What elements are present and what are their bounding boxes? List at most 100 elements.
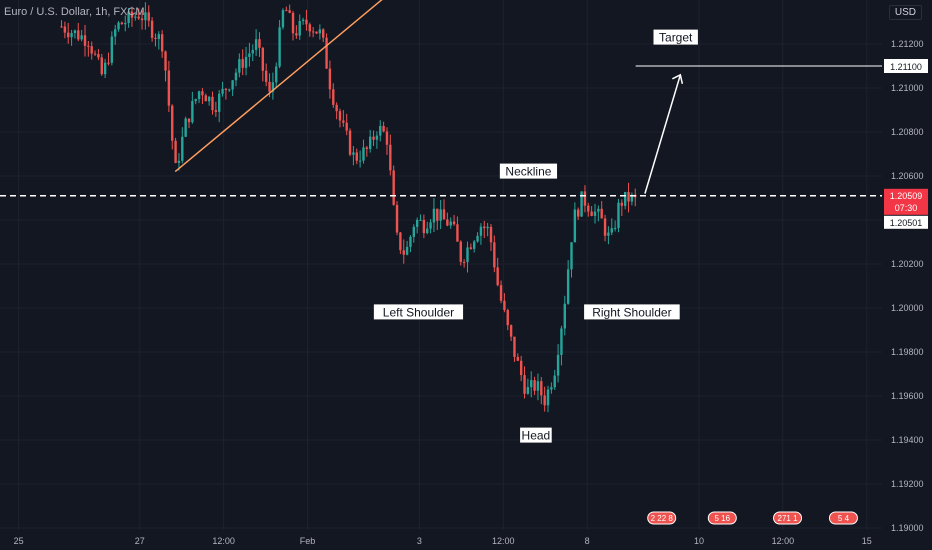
candle-body	[570, 242, 573, 270]
right-shoulder-label: Right Shoulder	[592, 305, 671, 319]
event-badge[interactable]: 5 16	[715, 514, 731, 523]
candle-body	[412, 226, 416, 237]
candle-body	[617, 202, 620, 228]
candle-body	[533, 380, 536, 391]
candle-body	[264, 70, 268, 82]
candle-body	[392, 170, 395, 205]
candle-body	[167, 70, 171, 106]
trend-line[interactable]	[174, 0, 387, 173]
candle-body	[409, 236, 412, 247]
candle-body	[218, 93, 221, 112]
neckline-label: Neckline	[505, 165, 551, 179]
candle-body	[110, 36, 114, 63]
candle-body	[103, 62, 107, 75]
candle-body	[315, 31, 318, 34]
candle-body	[546, 389, 550, 406]
price-tick-label: 1.20800	[891, 127, 924, 137]
chart-drawings[interactable]: Target Neckline Left Shoulder Right Shoulde…	[0, 0, 882, 443]
candle-body	[550, 387, 553, 390]
candle-body	[275, 66, 278, 83]
symbol-title[interactable]: Euro / U.S. Dollar, 1h, FXCM	[4, 6, 145, 18]
candle-body	[382, 125, 385, 132]
candle-body	[513, 336, 516, 357]
target-price-badge-bg	[884, 59, 928, 73]
candle-body	[248, 53, 251, 57]
right-shoulder-label-bg	[584, 304, 680, 320]
candle-body	[436, 208, 439, 221]
candle-body	[298, 20, 301, 36]
candle-body	[184, 118, 187, 137]
candle-body	[70, 33, 73, 38]
candle-body	[560, 328, 563, 355]
candle-body	[422, 219, 426, 234]
candle-body	[493, 242, 496, 268]
price-tick-label: 1.21200	[891, 39, 924, 49]
candle-body	[476, 235, 479, 242]
price-tick-label: 1.19200	[891, 479, 924, 489]
candle-body	[181, 136, 184, 161]
candle-body	[496, 267, 499, 286]
candle-body	[452, 221, 456, 225]
candle-body	[600, 208, 603, 219]
candle-body	[67, 32, 70, 38]
time-axis[interactable]: 25 27 12:00 Feb 3 12:00 8 10 12:00 15	[14, 536, 872, 546]
event-badges[interactable]: 2 22 8 5 16 271 1 5 4	[647, 511, 858, 525]
candle-body	[469, 247, 473, 249]
currency-label[interactable]: USD	[888, 5, 922, 20]
neckline-label-bg	[499, 163, 558, 179]
candle-body	[77, 30, 80, 40]
candle-body	[385, 131, 389, 145]
candle-body	[352, 152, 355, 155]
chart-grid	[0, 0, 882, 530]
candle-body	[258, 39, 261, 48]
candle-body	[221, 88, 224, 94]
candle-body	[224, 88, 228, 90]
target-arrow[interactable]	[644, 74, 682, 194]
candle-body	[355, 152, 358, 161]
target-label: Target	[659, 31, 693, 45]
candle-body	[308, 24, 311, 32]
candle-body	[395, 204, 399, 233]
candle-body	[117, 22, 120, 30]
candle-body	[446, 219, 449, 226]
candle-body	[439, 209, 442, 221]
candle-body	[254, 39, 258, 50]
candle-body	[295, 33, 298, 36]
candle-body	[174, 140, 177, 163]
time-tick-label: 25	[14, 536, 24, 546]
event-badge[interactable]: 5 4	[838, 514, 850, 523]
candle-body	[519, 360, 523, 376]
candle-body	[87, 45, 90, 47]
candle-body	[97, 54, 100, 58]
target-arrow-head	[672, 73, 684, 84]
candle-body	[187, 118, 191, 123]
candle-body	[332, 89, 335, 105]
candle-body	[100, 57, 103, 75]
price-tick-label: 1.19400	[891, 435, 924, 445]
price-tick-label: 1.19600	[891, 391, 924, 401]
candle-body	[124, 22, 127, 25]
event-badge[interactable]: 271 1	[778, 514, 799, 523]
time-tick-label: 27	[135, 536, 145, 546]
time-tick-label: 10	[694, 536, 704, 546]
candle-body	[228, 89, 231, 91]
candle-body	[244, 56, 248, 68]
candle-body	[127, 11, 130, 23]
candle-body	[80, 35, 83, 40]
candle-body	[63, 26, 67, 33]
candle-body	[288, 10, 291, 13]
candle-body	[429, 222, 432, 229]
candle-body	[405, 246, 409, 255]
candle-body	[154, 37, 157, 39]
candle-body	[338, 111, 342, 121]
candle-body	[211, 96, 214, 111]
candle-body	[130, 11, 134, 18]
candle-body	[426, 228, 429, 234]
candle-body	[523, 375, 526, 394]
event-badge[interactable]: 2 22 8	[651, 514, 674, 523]
candle-body	[556, 354, 560, 376]
price-axis[interactable]: 1.212001.210001.208001.206001.204001.202…	[884, 39, 928, 533]
candle-body	[201, 91, 204, 96]
candle-body	[305, 19, 308, 25]
